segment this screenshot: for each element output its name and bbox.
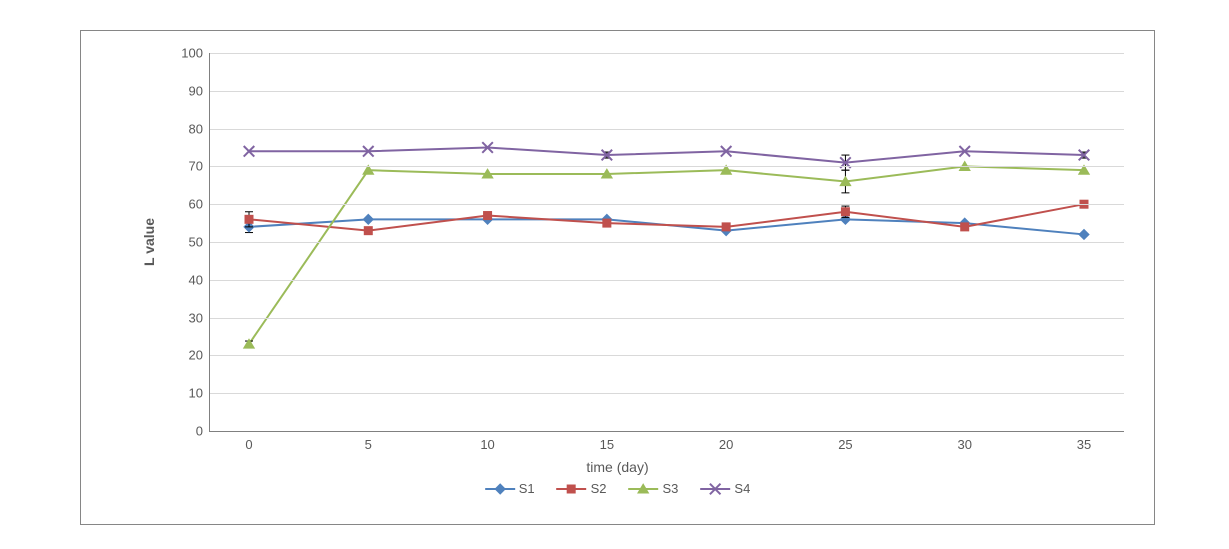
- series-marker-s1: [363, 214, 373, 224]
- y-tick-label: 10: [189, 386, 209, 401]
- x-tick-label: 15: [600, 431, 614, 452]
- x-tick-label: 35: [1077, 431, 1091, 452]
- series-line-s2: [249, 204, 1084, 230]
- legend-label: S2: [591, 481, 607, 496]
- x-tick-label: 5: [365, 431, 372, 452]
- series-marker-s1: [1079, 229, 1089, 239]
- square-icon: [557, 482, 587, 496]
- y-axis-line: [209, 53, 210, 431]
- y-tick-label: 20: [189, 348, 209, 363]
- legend-swatch: [557, 482, 587, 496]
- x-tick-label: 20: [719, 431, 733, 452]
- gridline: [209, 91, 1124, 92]
- y-tick-label: 60: [189, 197, 209, 212]
- legend-swatch: [485, 482, 515, 496]
- gridline: [209, 318, 1124, 319]
- series-marker-s2: [841, 208, 849, 216]
- legend-label: S4: [734, 481, 750, 496]
- legend-label: S1: [519, 481, 535, 496]
- series-marker-s2: [364, 227, 372, 235]
- legend-swatch: [629, 482, 659, 496]
- legend-label: S3: [663, 481, 679, 496]
- gridline: [209, 355, 1124, 356]
- triangle-icon: [629, 482, 659, 496]
- y-tick-label: 40: [189, 272, 209, 287]
- x-tick-label: 30: [957, 431, 971, 452]
- legend-item-s4: S4: [700, 481, 750, 496]
- legend: S1 S2 S3 S4: [485, 481, 751, 496]
- y-axis-title: L value: [141, 218, 157, 266]
- x-axis-line: [209, 431, 1124, 432]
- y-tick-label: 0: [196, 424, 209, 439]
- gridline: [209, 166, 1124, 167]
- series-marker-s2: [722, 223, 730, 231]
- legend-item-s2: S2: [557, 481, 607, 496]
- gridline: [209, 53, 1124, 54]
- legend-swatch: [700, 482, 730, 496]
- gridline: [209, 393, 1124, 394]
- x-tick-label: 25: [838, 431, 852, 452]
- plot-area: 010203040506070809010005101520253035: [209, 53, 1124, 431]
- series-marker-s2: [603, 219, 611, 227]
- diamond-icon: [485, 482, 515, 496]
- series-marker-s2: [484, 212, 492, 220]
- series-marker-s2: [961, 223, 969, 231]
- gridline: [209, 129, 1124, 130]
- y-tick-label: 70: [189, 159, 209, 174]
- gridline: [209, 280, 1124, 281]
- y-tick-label: 90: [189, 83, 209, 98]
- series-line-s4: [249, 148, 1084, 163]
- chart-panel: 010203040506070809010005101520253035 L v…: [80, 30, 1155, 525]
- y-tick-label: 80: [189, 121, 209, 136]
- series-marker-s2: [245, 215, 253, 223]
- legend-item-s1: S1: [485, 481, 535, 496]
- x-tick-label: 0: [245, 431, 252, 452]
- gridline: [209, 204, 1124, 205]
- y-tick-label: 30: [189, 310, 209, 325]
- y-tick-label: 50: [189, 235, 209, 250]
- y-tick-label: 100: [181, 46, 209, 61]
- legend-item-s3: S3: [629, 481, 679, 496]
- xmark-icon: [700, 482, 730, 496]
- x-tick-label: 10: [480, 431, 494, 452]
- gridline: [209, 242, 1124, 243]
- x-axis-title: time (day): [586, 459, 648, 475]
